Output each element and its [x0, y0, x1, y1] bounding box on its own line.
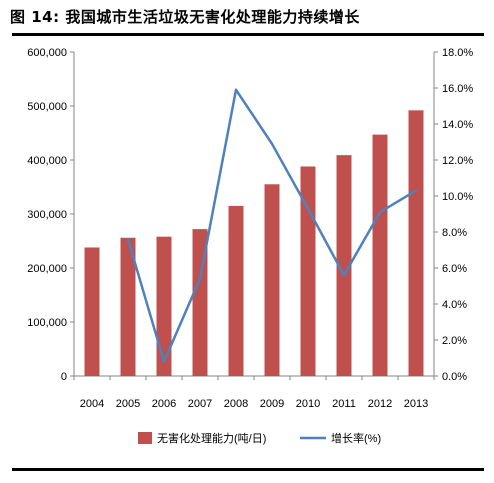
y-right-tick-label: 18.0%	[442, 47, 473, 59]
growth-point-2012	[378, 211, 382, 214]
legend-label-bar: 无害化处理能力(吨/日)	[157, 431, 266, 445]
bar-2009	[264, 184, 280, 376]
x-tick-label: 2010	[296, 398, 320, 410]
bar-series	[84, 110, 424, 376]
x-tick-label: 2004	[80, 398, 104, 410]
x-tick-label: 2005	[116, 398, 140, 410]
y-left-tick-label: 400,000	[27, 155, 67, 167]
x-tick-label: 2011	[332, 398, 356, 410]
growth-point-2007	[198, 277, 202, 280]
growth-point-2008	[234, 88, 238, 92]
x-tick-label: 2008	[224, 398, 248, 410]
y-left-tick-label: 600,000	[27, 47, 67, 59]
x-tick-label: 2006	[152, 398, 176, 410]
y-right-tick-label: 16.0%	[442, 83, 473, 95]
y-right-tick-label: 2.0%	[442, 335, 467, 347]
x-tick-label: 2013	[404, 398, 428, 410]
y-left-tick-label: 100,000	[27, 317, 67, 329]
y-left-tick-label: 500,000	[27, 101, 67, 113]
y-right-tick-label: 6.0%	[442, 263, 467, 275]
x-tick-label: 2009	[260, 398, 284, 410]
bar-2005	[120, 237, 136, 376]
bar-2007	[192, 229, 208, 376]
y-right-tick-label: 10.0%	[442, 191, 473, 203]
x-tick-labels: 2004 2005 2006 2007 2008 2009 2010 2011 2012 2013	[80, 398, 428, 410]
x-tick-label: 2007	[188, 398, 212, 410]
bar-2011	[336, 155, 352, 376]
y-left-tick-label: 0	[61, 371, 67, 383]
title-rule	[12, 33, 484, 36]
bar-2006	[156, 236, 172, 376]
bar-2004	[84, 247, 100, 376]
bar-2012	[372, 134, 388, 376]
legend: 无害化处理能力(吨/日) 增长率(%)	[138, 431, 381, 445]
legend-swatch-bar	[138, 432, 152, 444]
bottom-rule	[12, 468, 484, 471]
y-left-tick-label: 200,000	[27, 263, 67, 275]
growth-point-2013	[414, 189, 418, 192]
legend-label-line: 增长率(%)	[331, 431, 381, 445]
growth-point-2011	[342, 274, 346, 277]
chart-title: 图 14: 我国城市生活垃圾无害化处理能力持续增长	[10, 8, 360, 26]
y-right-tick-label: 4.0%	[442, 299, 467, 311]
y-right-tick-label: 14.0%	[442, 119, 473, 131]
y-right-tick-label: 8.0%	[442, 227, 467, 239]
y-right-tick-label: 12.0%	[442, 155, 473, 167]
y-right-tick-label: 0.0%	[442, 371, 467, 383]
growth-point-2005	[126, 238, 130, 241]
y-left-tick-labels: 0 100,000 200,000 300,000 400,000 500,000 600,…	[27, 47, 67, 383]
line-series	[126, 88, 418, 363]
growth-point-2010	[306, 207, 310, 210]
y-right-tick-labels: 0.0% 2.0% 4.0% 6.0% 8.0% 10.0% 12.0% 14.0% 16.0%…	[442, 47, 473, 383]
x-tick-label: 2012	[368, 398, 392, 410]
bar-2013	[408, 110, 424, 376]
y-left-tick-label: 300,000	[27, 209, 67, 221]
growth-point-2006	[162, 360, 166, 363]
growth-point-2009	[270, 142, 274, 145]
bar-2010	[300, 166, 316, 376]
bar-2008	[228, 205, 244, 376]
